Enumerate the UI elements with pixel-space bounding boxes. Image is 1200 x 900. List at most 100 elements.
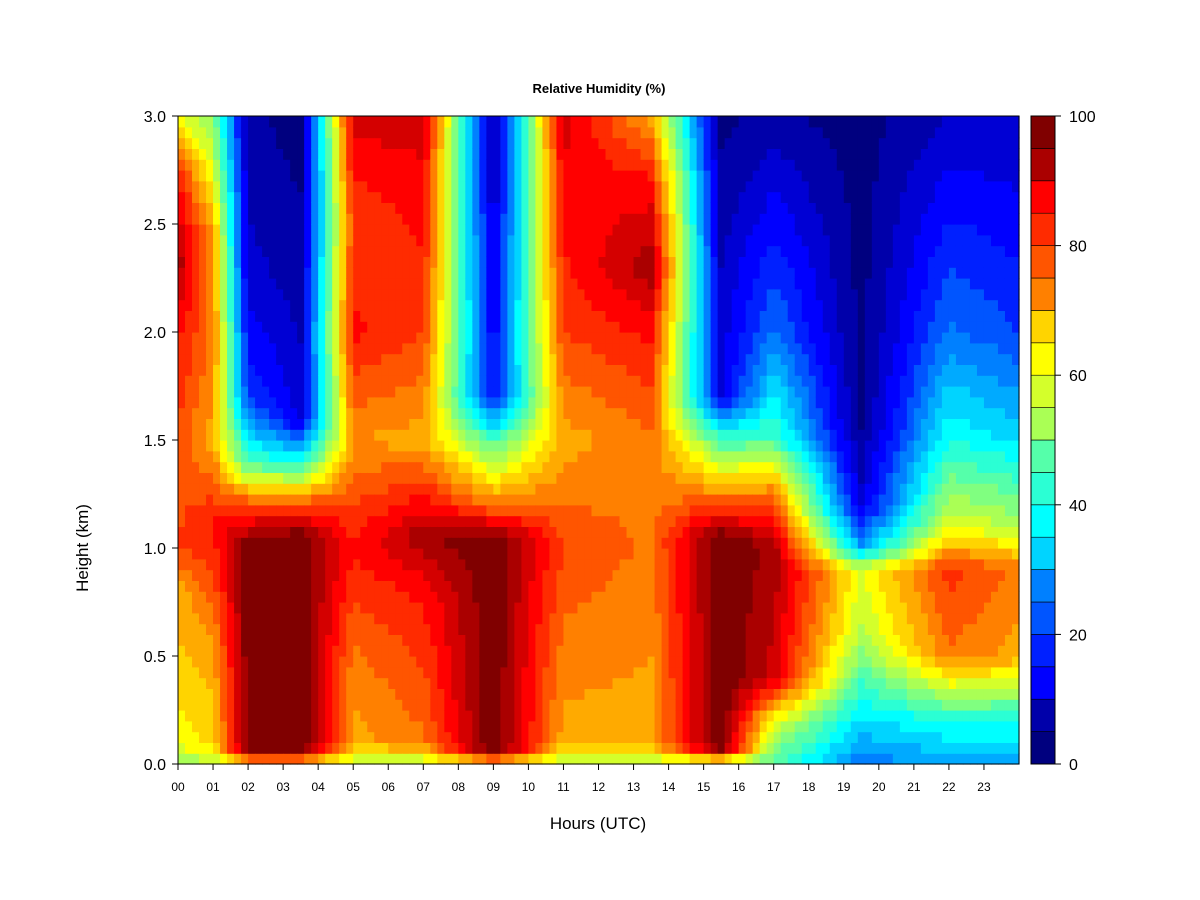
heatmap-cell [423,224,431,236]
heatmap-cell [556,180,565,193]
heatmap-cell [514,342,523,355]
heatmap-cell [619,504,628,517]
heatmap-cell [500,321,508,333]
heatmap-cell [332,170,340,182]
heatmap-cell [409,224,417,236]
heatmap-cell [262,472,270,484]
heatmap-cell [325,612,333,625]
heatmap-cell [738,126,747,139]
heatmap-cell [262,515,270,527]
heatmap-cell [276,569,284,581]
heatmap-cell [514,375,523,387]
heatmap-cell [276,396,284,409]
heatmap-cell [444,332,452,344]
heatmap-cell [234,180,242,193]
heatmap-cell [696,742,705,754]
heatmap-cell [703,666,712,679]
heatmap-cell [633,321,642,333]
heatmap-cell [703,472,712,484]
heatmap-cell [563,612,572,625]
heatmap-cell [682,245,691,257]
heatmap-cell [227,612,235,625]
heatmap-cell [514,288,523,301]
heatmap-cell [479,731,487,743]
heatmap-cell [318,116,326,128]
heatmap-cell [297,267,305,279]
heatmap-cell [388,386,396,398]
heatmap-cell [472,645,480,657]
heatmap-cell [444,396,452,409]
heatmap-cell [549,429,558,441]
heatmap-cell [745,591,754,603]
heatmap-cell [570,558,579,571]
heatmap-cell [717,126,726,139]
heatmap-cell [661,245,670,257]
heatmap-cell [262,256,270,268]
heatmap-cell [507,677,515,689]
heatmap-cell [458,753,466,765]
heatmap-cell [528,548,537,560]
heatmap-cell [633,515,642,527]
heatmap-cell [626,202,635,214]
heatmap-cell [311,742,319,754]
heatmap-cell [367,310,375,322]
heatmap-cell [570,202,579,214]
heatmap-cell [304,159,312,171]
heatmap-cell [409,483,417,495]
heatmap-cell [430,234,438,247]
heatmap-cell [640,591,649,603]
heatmap-cell [577,742,586,754]
heatmap-cell [619,224,628,236]
heatmap-cell [745,461,754,473]
heatmap-cell [339,256,347,268]
heatmap-cell [346,418,354,430]
heatmap-cell [283,591,291,603]
heatmap-cell [507,256,515,268]
heatmap-cell [500,342,508,355]
heatmap-cell [507,191,515,203]
heatmap-cell [500,310,508,322]
heatmap-cell [668,710,677,722]
heatmap-cell [717,375,726,387]
heatmap-cell [339,375,347,387]
heatmap-cell [759,710,768,722]
heatmap-cell [717,602,726,614]
heatmap-cell [269,742,277,754]
heatmap-cell [283,558,291,571]
heatmap-cell [213,396,221,409]
heatmap-cell [661,623,670,635]
heatmap-cell [549,450,558,463]
heatmap-cell [731,180,740,193]
heatmap-cell [262,245,270,257]
heatmap-cell [206,213,214,225]
heatmap-cell [661,558,670,571]
heatmap-cell [668,234,677,247]
heatmap-cell [682,342,691,355]
heatmap-cell [185,278,193,290]
heatmap-cell [717,548,726,560]
heatmap-cell [304,731,312,743]
heatmap-cell [745,440,754,452]
heatmap-cell [528,407,537,419]
heatmap-cell [234,666,242,679]
heatmap-cell [437,267,445,279]
heatmap-cell [493,612,501,625]
heatmap-cell [227,515,235,527]
heatmap-cell [654,742,663,754]
heatmap-cell [437,666,445,679]
heatmap-cell [549,720,558,733]
heatmap-cell [192,677,200,689]
heatmap-cell [416,602,424,614]
heatmap-cell [255,375,263,387]
heatmap-cell [220,267,228,279]
heatmap-cell [619,612,628,625]
heatmap-cell [283,440,291,452]
heatmap-cell [682,548,691,560]
heatmap-cell [276,504,284,517]
heatmap-cell [262,612,270,625]
heatmap-cell [402,364,410,376]
heatmap-cell [535,116,544,128]
heatmap-cell [339,612,347,625]
heatmap-cell [269,310,277,322]
heatmap-cell [598,332,607,344]
